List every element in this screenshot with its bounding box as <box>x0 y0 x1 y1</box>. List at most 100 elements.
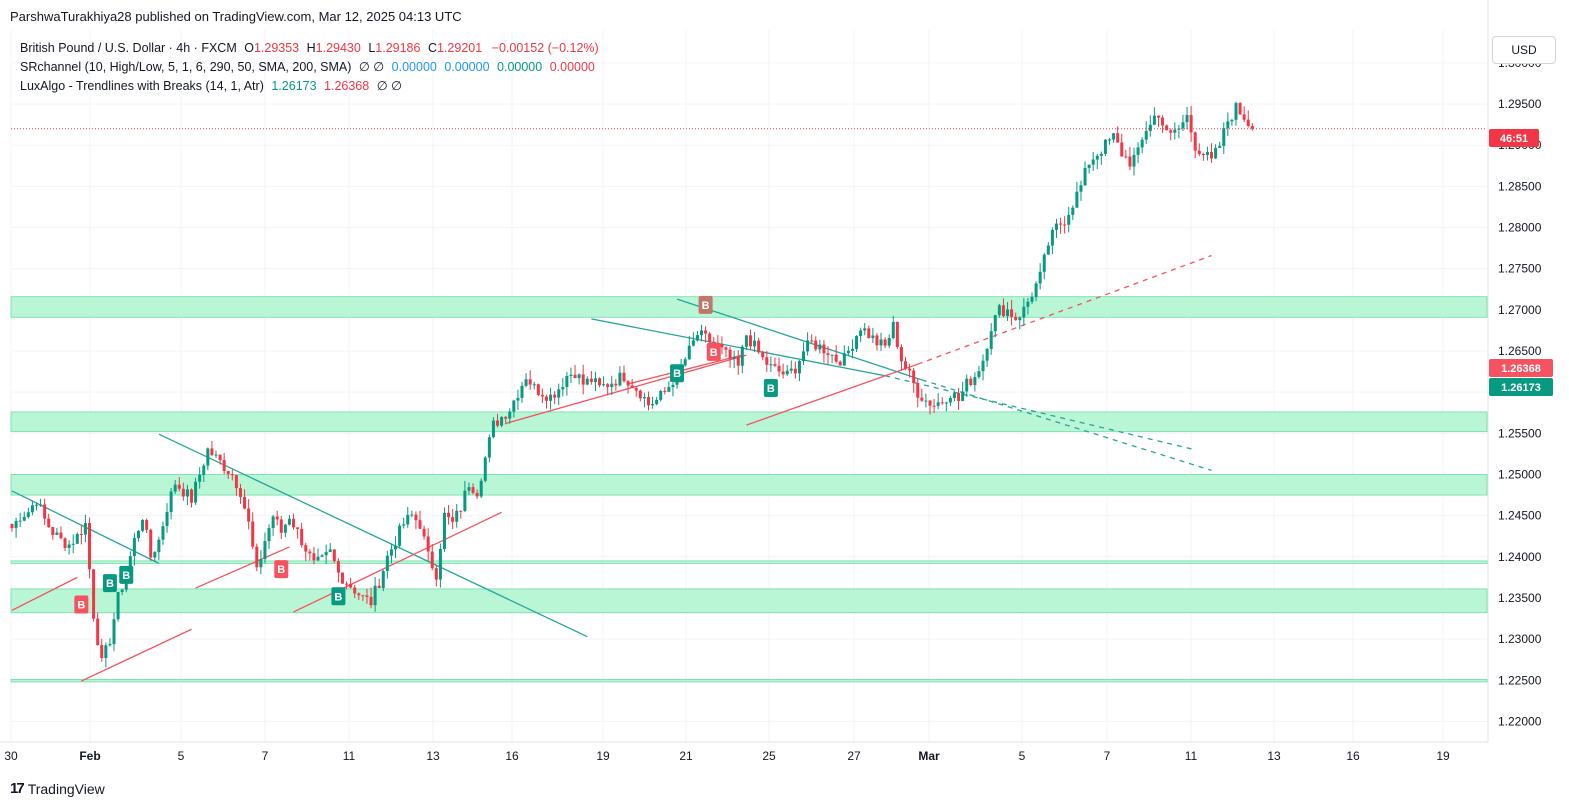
trendline <box>293 511 502 613</box>
candle-body <box>120 589 124 592</box>
x-tick-label: 7 <box>1104 749 1111 763</box>
candle-body <box>1152 115 1156 125</box>
currency-button[interactable]: USD <box>1492 36 1556 64</box>
candle-body <box>569 374 573 377</box>
candle-body <box>451 517 455 522</box>
legend-row-luxalgo[interactable]: LuxAlgo - Trendlines with Breaks (14, 1,… <box>20 79 402 93</box>
candle-body <box>1108 139 1112 141</box>
candle-body <box>365 595 369 597</box>
legend-row-symbol[interactable]: British Pound / U.S. Dollar · 4h · FXCM … <box>20 41 599 55</box>
candle-body <box>1156 115 1160 118</box>
candle-body <box>455 510 459 522</box>
trendline <box>627 354 743 385</box>
candle-body <box>659 390 663 400</box>
plot-background <box>11 30 1487 742</box>
candle-body <box>830 354 834 356</box>
candle-body <box>51 527 55 535</box>
signal-box <box>763 379 778 398</box>
y-tick-label: 1.27500 <box>1498 262 1542 276</box>
x-tick-label: 5 <box>178 749 185 763</box>
candle-body <box>908 368 912 371</box>
candle-body <box>141 519 145 531</box>
candle-body <box>434 568 438 580</box>
candle-body <box>255 546 259 568</box>
trendline-extension <box>921 379 1212 471</box>
trendline <box>746 363 918 426</box>
candle-body <box>610 383 614 387</box>
trendline <box>505 354 747 425</box>
candle-body <box>1112 133 1116 140</box>
candle-body <box>59 532 63 539</box>
candle-body <box>75 533 79 544</box>
candle-body <box>961 391 965 401</box>
candle-body <box>891 321 895 338</box>
candle-body <box>793 368 797 374</box>
candle-body <box>1140 139 1144 148</box>
high-value: 1.29430 <box>315 41 361 55</box>
sr-zone <box>10 588 1488 614</box>
candle-body <box>883 339 887 346</box>
candle-body <box>1006 309 1010 317</box>
candle-body <box>475 492 479 497</box>
candle-body <box>161 526 165 540</box>
candle-body <box>867 328 871 339</box>
candle-body <box>312 553 316 561</box>
y-tick-label: 1.25500 <box>1498 426 1542 440</box>
candle-body <box>863 328 867 331</box>
candle-body <box>1010 309 1014 317</box>
candle-body <box>1234 103 1238 120</box>
candle-body <box>622 372 626 382</box>
candle-body <box>96 618 100 646</box>
y-tick-label: 1.28000 <box>1498 221 1542 235</box>
candle-body <box>1014 316 1018 321</box>
x-tick-label: 16 <box>1346 749 1360 763</box>
candle-body <box>761 352 765 358</box>
candle-body <box>165 511 169 527</box>
candle-body <box>222 460 226 472</box>
candle-body <box>190 489 194 503</box>
signal-label: B <box>122 570 130 582</box>
legend-row-srchannel[interactable]: SRchannel (10, High/Low, 5, 1, 6, 290, 5… <box>20 60 595 74</box>
candle-body <box>663 390 667 392</box>
candle-body <box>997 305 1001 316</box>
candle-body <box>157 539 161 553</box>
candle-body <box>732 356 736 359</box>
candle-body <box>1026 301 1030 307</box>
candle-body <box>30 505 34 513</box>
candle-body <box>1038 271 1042 284</box>
candle-body <box>887 337 891 346</box>
candle-body <box>92 569 96 619</box>
trendline <box>195 546 290 589</box>
candle-body <box>802 351 806 361</box>
y-tick-label: 1.28500 <box>1498 179 1542 193</box>
candle-body <box>112 619 116 645</box>
signal-label: B <box>673 368 681 380</box>
candle-body <box>651 404 655 406</box>
candle-body <box>899 347 903 362</box>
candle-body <box>1034 283 1038 297</box>
candle-body <box>855 336 859 349</box>
candle-body <box>944 402 948 404</box>
price-badges: 46:51 1.26368 1.26173 <box>1489 129 1553 396</box>
candle-body <box>1242 114 1246 120</box>
candle-body <box>859 330 863 337</box>
candle-body <box>79 533 83 535</box>
candle-body <box>773 364 777 366</box>
candle-body <box>447 512 451 518</box>
candle-body <box>646 397 650 406</box>
time-axis[interactable]: 30 Feb 5 7 11 13 16 19 21 25 27 Mar 5 7 11 13 16 19 <box>4 749 1450 763</box>
candle-body <box>846 350 850 354</box>
candle-body <box>1173 129 1177 133</box>
trendline <box>676 298 923 381</box>
candle-body <box>642 397 646 399</box>
candle-body <box>1230 119 1234 122</box>
candle-body <box>618 372 622 386</box>
sell-signal: B <box>698 295 713 314</box>
x-tick-label: 11 <box>1185 749 1198 763</box>
candle-body <box>753 340 757 347</box>
candle-body <box>1030 296 1034 302</box>
tradingview-brand: 17 TradingView <box>10 780 105 797</box>
sr-zone <box>10 411 1488 433</box>
